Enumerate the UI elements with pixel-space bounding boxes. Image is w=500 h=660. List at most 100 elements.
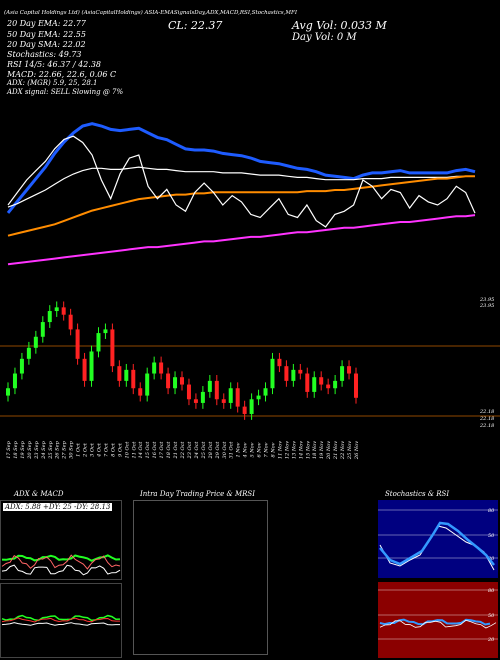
candle-body-5 xyxy=(40,322,45,337)
candle-body-28 xyxy=(200,391,205,403)
date-label: 31 Oct xyxy=(229,441,235,459)
stoch-tick-20: 20 xyxy=(488,556,495,562)
date-label: 14 Oct xyxy=(138,441,144,459)
date-label: 25 Oct xyxy=(201,441,207,460)
candle-body-25 xyxy=(180,377,184,385)
adx-label: ADX: (MGR) 5.9, 25, 28.1 xyxy=(7,79,98,87)
candle-body-14 xyxy=(103,329,108,334)
candle-body-18 xyxy=(131,369,136,389)
candle-body-38 xyxy=(270,358,275,389)
date-label: 12 Nov xyxy=(284,441,290,459)
date-label: 18 Nov xyxy=(312,441,318,459)
candle-body-24 xyxy=(173,377,178,389)
date-label: 4 Oct xyxy=(96,442,102,458)
candle-body-26 xyxy=(186,384,191,400)
date-label: 13 Nov xyxy=(291,441,297,459)
date-label: 23 Oct xyxy=(187,441,193,460)
macd-label: MACD: 22.66, 22.6, 0.06 C xyxy=(7,70,117,79)
stoch-rsi-title: Stochastics & RSI xyxy=(385,490,450,498)
date-label: 8 Nov xyxy=(270,442,276,457)
date-label: 14 Nov xyxy=(298,441,304,459)
header-top-line: (Asia Capital Holdings Ltd) (AsiaCapital… xyxy=(4,10,297,16)
date-label: 18 Oct xyxy=(166,441,172,459)
candle-body-50 xyxy=(354,373,358,398)
price-chart: 17 Sep 18 Sep 19 Sep 20 Sep 23 Sep 24 Sep 25 S… xyxy=(0,122,500,460)
date-label: 20 Nov xyxy=(326,441,332,460)
date-label: 30 Oct xyxy=(222,441,228,459)
date-label: 15 Nov xyxy=(305,441,311,459)
price-axis-bottom-3: 22.18 xyxy=(480,423,495,429)
candle-body-39 xyxy=(277,358,282,367)
intraday-panel xyxy=(133,500,268,655)
candle-body-37 xyxy=(263,388,268,396)
adx-signal: ADX signal: SELL Slowing @ 7% xyxy=(7,88,124,96)
date-label: 19 Nov xyxy=(319,441,325,459)
ma-line-0 xyxy=(6,122,476,214)
ma-line-3 xyxy=(7,214,476,266)
date-label: 26 Nov xyxy=(354,441,360,460)
date-label: 4 Nov xyxy=(243,442,249,458)
candle-body-13 xyxy=(96,333,101,352)
adx-box-label: ADX: 5.88 +DY: 25 -DY: 28.13 xyxy=(3,503,113,511)
stoch-tick-50: 50 xyxy=(488,533,495,539)
date-label: 21 Nov xyxy=(333,441,339,460)
date-label: 2 Oct xyxy=(83,442,89,458)
candle-body-43 xyxy=(305,373,310,392)
date-label: 16 Oct xyxy=(152,441,158,459)
date-label: 1 Nov xyxy=(236,442,242,457)
date-label: 6 Nov xyxy=(257,442,263,457)
date-label: 24 Sep xyxy=(41,440,47,459)
stoch-panel xyxy=(378,500,498,578)
candle-body-46 xyxy=(326,384,331,389)
ema20-label: 20 Day EMA: 22.77 xyxy=(7,19,86,28)
rsi-panel xyxy=(378,582,498,658)
date-label: 20 Sep xyxy=(27,440,33,459)
rsi-label: RSI 14/5: 46.37 / 42.38 xyxy=(7,60,101,69)
date-label: 7 Oct xyxy=(103,442,109,457)
rsi-tick-80: 80 xyxy=(488,588,495,594)
candle-body-47 xyxy=(333,380,338,389)
candle-body-1 xyxy=(12,373,17,389)
date-label: 25 Sep xyxy=(48,440,54,459)
date-label: 8 Oct xyxy=(110,442,116,457)
price-line xyxy=(7,135,476,228)
candle-body-44 xyxy=(312,377,317,392)
candle-body-27 xyxy=(193,399,198,403)
date-label: 26 Sep xyxy=(55,440,61,459)
candle-body-6 xyxy=(47,311,52,323)
price-axis-top-1: 23.95 xyxy=(480,297,495,303)
candle-body-34 xyxy=(242,406,247,414)
candle-body-8 xyxy=(61,307,66,315)
candle-body-21 xyxy=(152,362,157,374)
candle-body-45 xyxy=(319,377,324,385)
adx-panel: ADX: 5.88 +DY: 25 -DY: 28.13 xyxy=(0,500,122,580)
date-label: 30 Sep xyxy=(69,440,75,458)
candle-body-4 xyxy=(33,336,38,348)
date-label: 15 Oct xyxy=(145,441,151,459)
date-label: 11 Oct xyxy=(131,441,137,459)
date-label: 11 Nov xyxy=(277,441,283,459)
day-vol-label: Day Vol: 0 M xyxy=(292,32,357,43)
date-label: 27 Sep xyxy=(62,440,68,459)
candle-body-22 xyxy=(159,362,164,374)
date-label: 21 Oct xyxy=(173,441,179,460)
stoch-tick-80: 80 xyxy=(488,508,495,514)
candle-body-16 xyxy=(117,366,122,381)
ma-line-1 xyxy=(7,166,475,208)
candle-body-40 xyxy=(284,366,289,381)
candle-body-19 xyxy=(138,388,143,396)
candle-body-31 xyxy=(221,399,226,403)
candle-body-32 xyxy=(228,388,233,403)
date-label: 19 Sep xyxy=(20,440,26,458)
ema50-label: 50 Day EMA: 22.55 xyxy=(7,30,86,39)
date-label: 22 Nov xyxy=(340,441,346,460)
date-label: 22 Oct xyxy=(180,441,186,460)
candle-body-10 xyxy=(75,329,80,359)
date-label: 7 Nov xyxy=(264,442,270,457)
price-axis-bottom-1: 22.18 xyxy=(480,409,495,415)
price-axis-bottom-2: 22.18 xyxy=(480,416,495,422)
candle-body-42 xyxy=(298,369,303,374)
rsi-tick-50: 50 xyxy=(488,613,495,619)
sma20-label: 20 Day SMA: 22.02 xyxy=(7,40,86,49)
candle-body-11 xyxy=(82,358,87,381)
